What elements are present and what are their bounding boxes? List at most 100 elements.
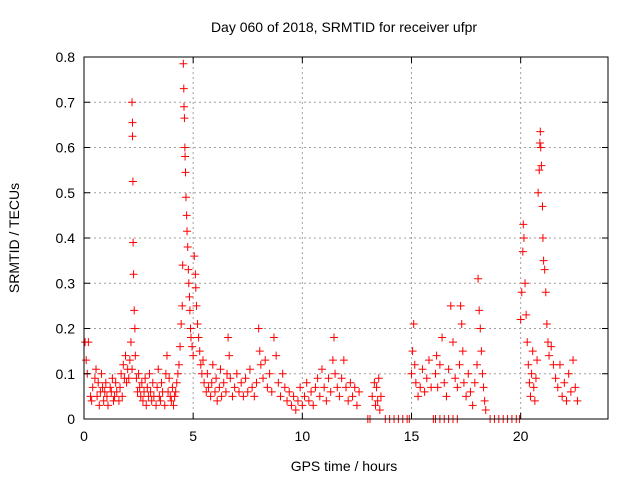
data-point <box>304 396 313 405</box>
data-point <box>541 288 550 297</box>
data-point <box>125 356 134 365</box>
data-point <box>344 396 353 405</box>
data-point <box>536 127 545 136</box>
data-point <box>534 188 543 197</box>
data-point <box>243 387 252 396</box>
data-point <box>128 98 137 107</box>
data-point <box>265 369 274 378</box>
data-point <box>101 378 110 387</box>
data-point <box>517 288 526 297</box>
data-point <box>110 392 119 401</box>
data-point <box>475 306 484 315</box>
data-point <box>198 356 207 365</box>
data-point <box>173 369 182 378</box>
data-point <box>409 319 418 328</box>
data-point <box>342 383 350 392</box>
data-point <box>216 365 225 374</box>
data-point <box>130 306 139 315</box>
data-point <box>84 338 93 347</box>
data-point <box>523 338 532 347</box>
data-point <box>221 387 230 396</box>
data-point <box>569 356 578 365</box>
data-point <box>128 365 137 374</box>
data-point <box>315 392 324 401</box>
data-point <box>481 405 490 414</box>
y-tick-label: 0.4 <box>56 230 76 246</box>
data-point <box>333 383 342 392</box>
data-point <box>232 369 241 378</box>
data-point <box>116 383 125 392</box>
data-point <box>431 369 440 378</box>
y-tick-label: 0.8 <box>56 49 76 65</box>
data-point <box>350 383 359 392</box>
data-point <box>196 360 205 369</box>
data-point <box>128 118 137 127</box>
data-point <box>261 356 270 365</box>
data-point <box>456 301 465 310</box>
data-point <box>188 342 197 351</box>
x-tick-label: 5 <box>189 428 197 444</box>
data-point <box>480 396 489 405</box>
y-tick-label: 0.2 <box>56 321 76 337</box>
data-point <box>524 360 533 369</box>
data-point <box>538 202 547 211</box>
data-point <box>206 392 215 401</box>
data-point <box>296 383 305 392</box>
data-point <box>165 374 174 383</box>
data-point <box>180 143 189 152</box>
data-point <box>134 369 143 378</box>
data-point <box>479 383 488 392</box>
data-point <box>420 387 429 396</box>
data-point <box>130 324 139 333</box>
data-point <box>317 365 326 374</box>
data-point <box>302 378 311 387</box>
data-point <box>566 387 575 396</box>
data-point <box>540 265 549 274</box>
data-point <box>168 383 177 392</box>
axis-ticks: 0 0.1 0.2 0.3 0.4 0.5 0.6 0.7 0.8 0 5 10 15 20 <box>56 49 608 444</box>
data-point <box>157 378 166 387</box>
data-point <box>473 360 481 369</box>
x-tick-label: 10 <box>295 428 311 444</box>
data-point <box>142 401 151 410</box>
data-point <box>224 333 233 342</box>
data-point <box>287 401 296 410</box>
data-point <box>322 396 331 405</box>
data-point <box>453 383 462 392</box>
data-point <box>161 369 170 378</box>
data-point <box>525 378 534 387</box>
data-point <box>195 347 204 356</box>
data-point <box>186 324 195 333</box>
data-point <box>291 405 300 414</box>
data-point <box>255 347 264 356</box>
data-point <box>202 387 211 396</box>
y-tick-label: 0 <box>67 411 75 427</box>
data-point <box>185 306 194 315</box>
data-point <box>179 59 188 68</box>
data-point <box>424 356 433 365</box>
data-point <box>555 360 564 369</box>
data-point <box>370 378 379 387</box>
data-point <box>189 351 198 360</box>
data-point <box>237 378 246 387</box>
data-point <box>267 387 276 396</box>
data-point <box>328 356 337 365</box>
data-point <box>442 392 451 401</box>
data-point <box>203 369 212 378</box>
data-point <box>407 369 416 378</box>
data-point <box>307 387 316 396</box>
data-point <box>459 378 468 387</box>
data-point <box>191 270 200 279</box>
data-points <box>81 59 582 423</box>
data-point <box>147 396 156 405</box>
data-point <box>254 324 263 333</box>
data-point <box>533 356 542 365</box>
data-point <box>455 360 464 369</box>
data-point <box>476 324 485 333</box>
data-point <box>448 338 457 347</box>
data-point <box>87 396 96 405</box>
data-point <box>446 301 455 310</box>
data-point <box>545 351 554 360</box>
data-point <box>248 383 257 392</box>
data-point <box>217 392 226 401</box>
